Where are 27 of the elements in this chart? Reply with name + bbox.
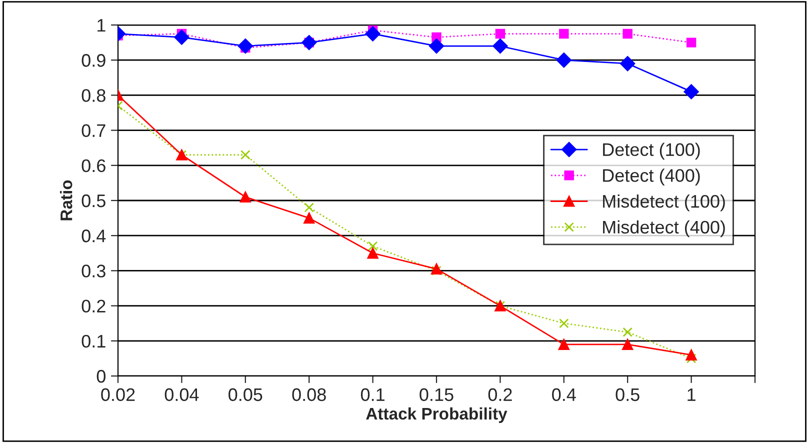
- y-tick-label: 0.5: [82, 194, 106, 208]
- legend-label: Detect (400): [603, 168, 700, 186]
- x-tick-label: 0.5: [616, 388, 640, 402]
- x-tick-label: 0.02: [101, 388, 135, 402]
- x-axis-title: Attack Probability: [366, 407, 508, 423]
- legend-label: Misdetect (400): [603, 220, 725, 238]
- legend-label: Detect (100): [603, 142, 700, 160]
- x-tick-label: 0.2: [488, 388, 512, 402]
- y-tick-label: 1: [98, 19, 106, 32]
- y-tick-label: 0.1: [82, 334, 106, 348]
- x-tick-label: 0.08: [292, 388, 326, 402]
- y-axis-title: Ratio: [60, 180, 72, 220]
- x-tick-label: 0.04: [164, 388, 199, 402]
- legend-label: Misdetect (100): [603, 194, 725, 212]
- y-tick-label: 0: [96, 370, 106, 383]
- x-tick-label: 0.4: [552, 388, 576, 402]
- y-tick-label: 0.3: [82, 264, 106, 278]
- y-tick-label: 0.6: [82, 159, 106, 172]
- x-tick-label: 0.1: [360, 388, 384, 402]
- x-tick-label: 0.15: [420, 388, 454, 402]
- y-tick-label: 0.2: [82, 300, 106, 313]
- y-tick-label: 0.8: [82, 89, 106, 102]
- x-tick-label: 1: [688, 388, 696, 401]
- y-tick-label: 0.9: [82, 54, 106, 67]
- y-tick-label: 0.4: [82, 230, 106, 242]
- x-tick-label: 0.05: [228, 388, 262, 402]
- y-tick-label: 0.7: [82, 124, 106, 138]
